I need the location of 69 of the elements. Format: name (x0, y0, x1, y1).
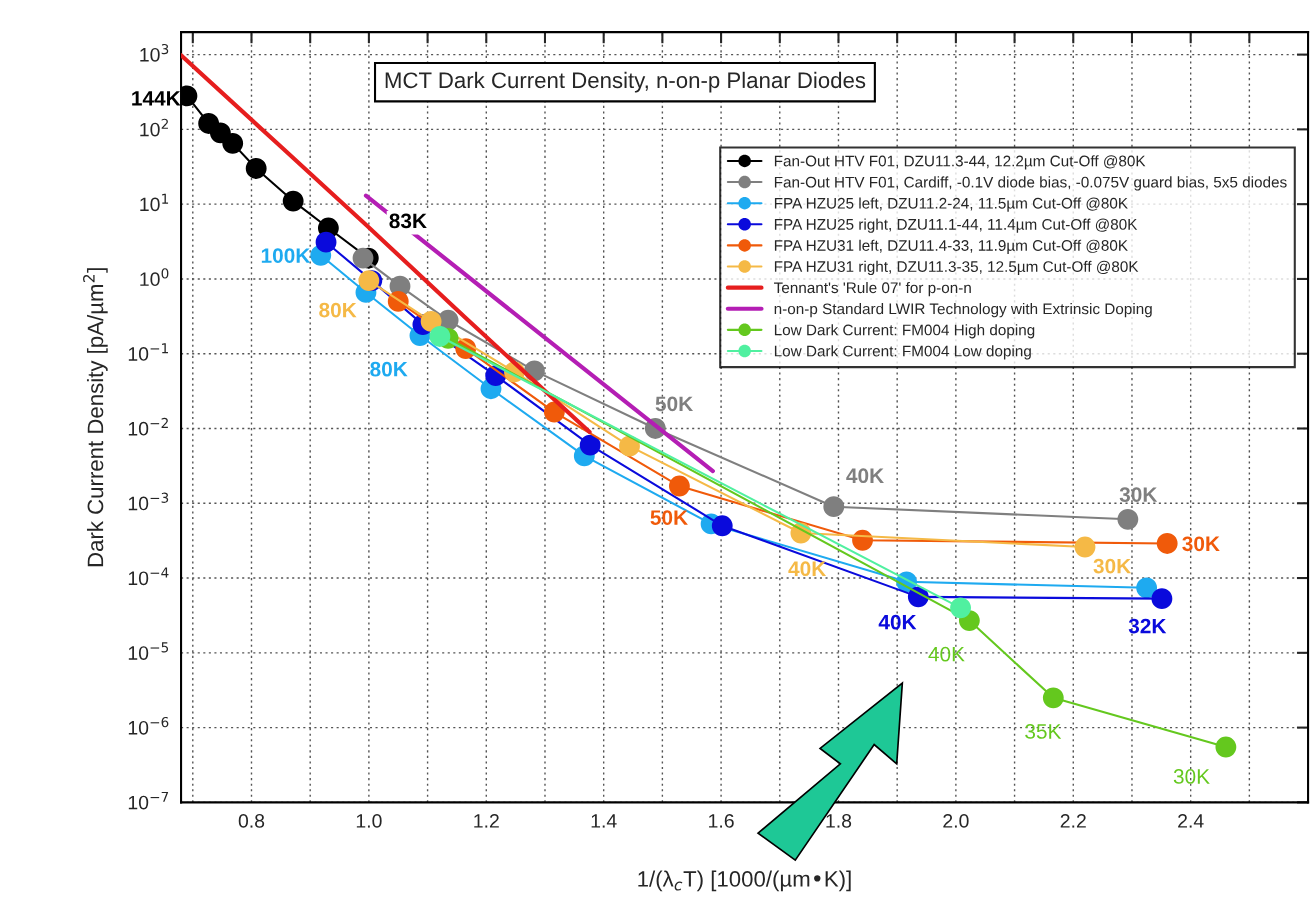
point (1117, 508, 1139, 530)
annotation: 50K (655, 396, 694, 412)
y-tick-label: 10$^{−1}$ (128, 343, 168, 361)
point (1042, 687, 1064, 709)
annotation: 35K (1025, 724, 1062, 739)
x-tick-label: 2.4 (1178, 814, 1204, 828)
annotation: 30K (1093, 558, 1132, 574)
point (429, 326, 451, 347)
point (420, 311, 442, 332)
y-tick-label: 10$^{−2}$ (128, 417, 168, 436)
legend-label: FPA HZU25 left, DZU11.2-24, 11.5µm Cut-Off @80K (774, 197, 1128, 212)
annotation: 30K (1173, 769, 1210, 784)
annotation: 32K (1128, 618, 1167, 634)
legend-label: Fan-Out HTV F01, DZU11.3-44, 12.2µm Cut-Off @80K (774, 155, 1146, 170)
point (1074, 536, 1096, 558)
annotation: 144K (132, 91, 181, 106)
legend-label: Low Dark Current: FM004 High doping (774, 324, 1035, 339)
x-tick-label: 1.4 (591, 814, 617, 828)
point (315, 231, 337, 253)
annotation: 40K (788, 561, 827, 577)
point (1156, 533, 1178, 554)
point (1215, 736, 1237, 758)
legend-label: FPA HZU31 left, DZU11.4-33, 11.9µm Cut-Off @80K (774, 239, 1128, 254)
legend-label: Tennant's 'Rule 07' for p-on-n (774, 281, 971, 297)
point (1151, 588, 1173, 610)
x-axis-title: 1/(λ$_{c}$T) [1000/(µm•K)] (638, 870, 851, 892)
x-tick-label: 1.0 (356, 814, 382, 828)
annotation: 83K (389, 213, 427, 229)
legend-label: Fan-Out HTV F01, Cardiff, -0.1V diode bias, -0.075V guard bias, 5x5 diodes (774, 176, 1287, 191)
x-tick-label: 0.8 (238, 814, 265, 828)
point (579, 434, 601, 456)
annotation: 30K (1119, 487, 1158, 503)
y-tick-label: 10$^{−5}$ (128, 642, 169, 660)
point (823, 496, 845, 518)
legend-label: Low Dark Current: FM004 Low doping (774, 345, 1031, 360)
y-tick-label: 10$^{2}$ (140, 118, 168, 137)
y-tick-label: 10$^{0}$ (140, 268, 169, 287)
text: MCT Dark Current Density, n-on-p Planar Diodes (385, 71, 866, 93)
annotation: 30K (1182, 536, 1220, 552)
x-tick-label: 2.2 (1060, 814, 1086, 828)
y-axis-title: Dark Current Density [pA/µm$^{2}$] (83, 268, 108, 567)
y-tick-label: 10$^{−3}$ (128, 492, 169, 511)
annotation: 40K (928, 646, 965, 662)
y-tick-label: 10$^{−6}$ (128, 716, 169, 735)
annotation: 50K (650, 510, 688, 525)
point (711, 515, 733, 537)
y-tick-label: 10$^{3}$ (140, 43, 169, 62)
annotation: 80K (319, 302, 357, 318)
point (222, 132, 244, 154)
legend-label: FPA HZU31 right, DZU11.3-35, 12.5µm Cut-Off @80K (774, 260, 1139, 276)
annotation: 80K (370, 361, 408, 377)
point (245, 158, 267, 179)
point (352, 247, 374, 269)
point (950, 597, 971, 619)
x-tick-label: 1.2 (474, 814, 499, 828)
x-tick-label: 1.6 (709, 814, 734, 828)
y-tick-label: 10$^{1}$ (140, 193, 169, 212)
annotation: 100K (261, 248, 311, 263)
x-tick-label: 1.8 (826, 814, 852, 828)
point (668, 475, 690, 497)
point (1136, 577, 1158, 599)
annotation: 40K (878, 614, 917, 630)
y-tick-label: 10$^{−4}$ (128, 567, 169, 586)
legend-label: n-on-p Standard LWIR Technology with Extrinsic Doping (774, 303, 1152, 318)
legend-label: FPA HZU25 right, DZU11.1-44, 11.4µm Cut-Off @80K (774, 218, 1138, 233)
point (282, 190, 304, 212)
annotation: 40K (846, 468, 884, 484)
x-tick-label: 2.0 (943, 814, 969, 828)
y-tick-label: 10$^{−7}$ (128, 791, 169, 810)
